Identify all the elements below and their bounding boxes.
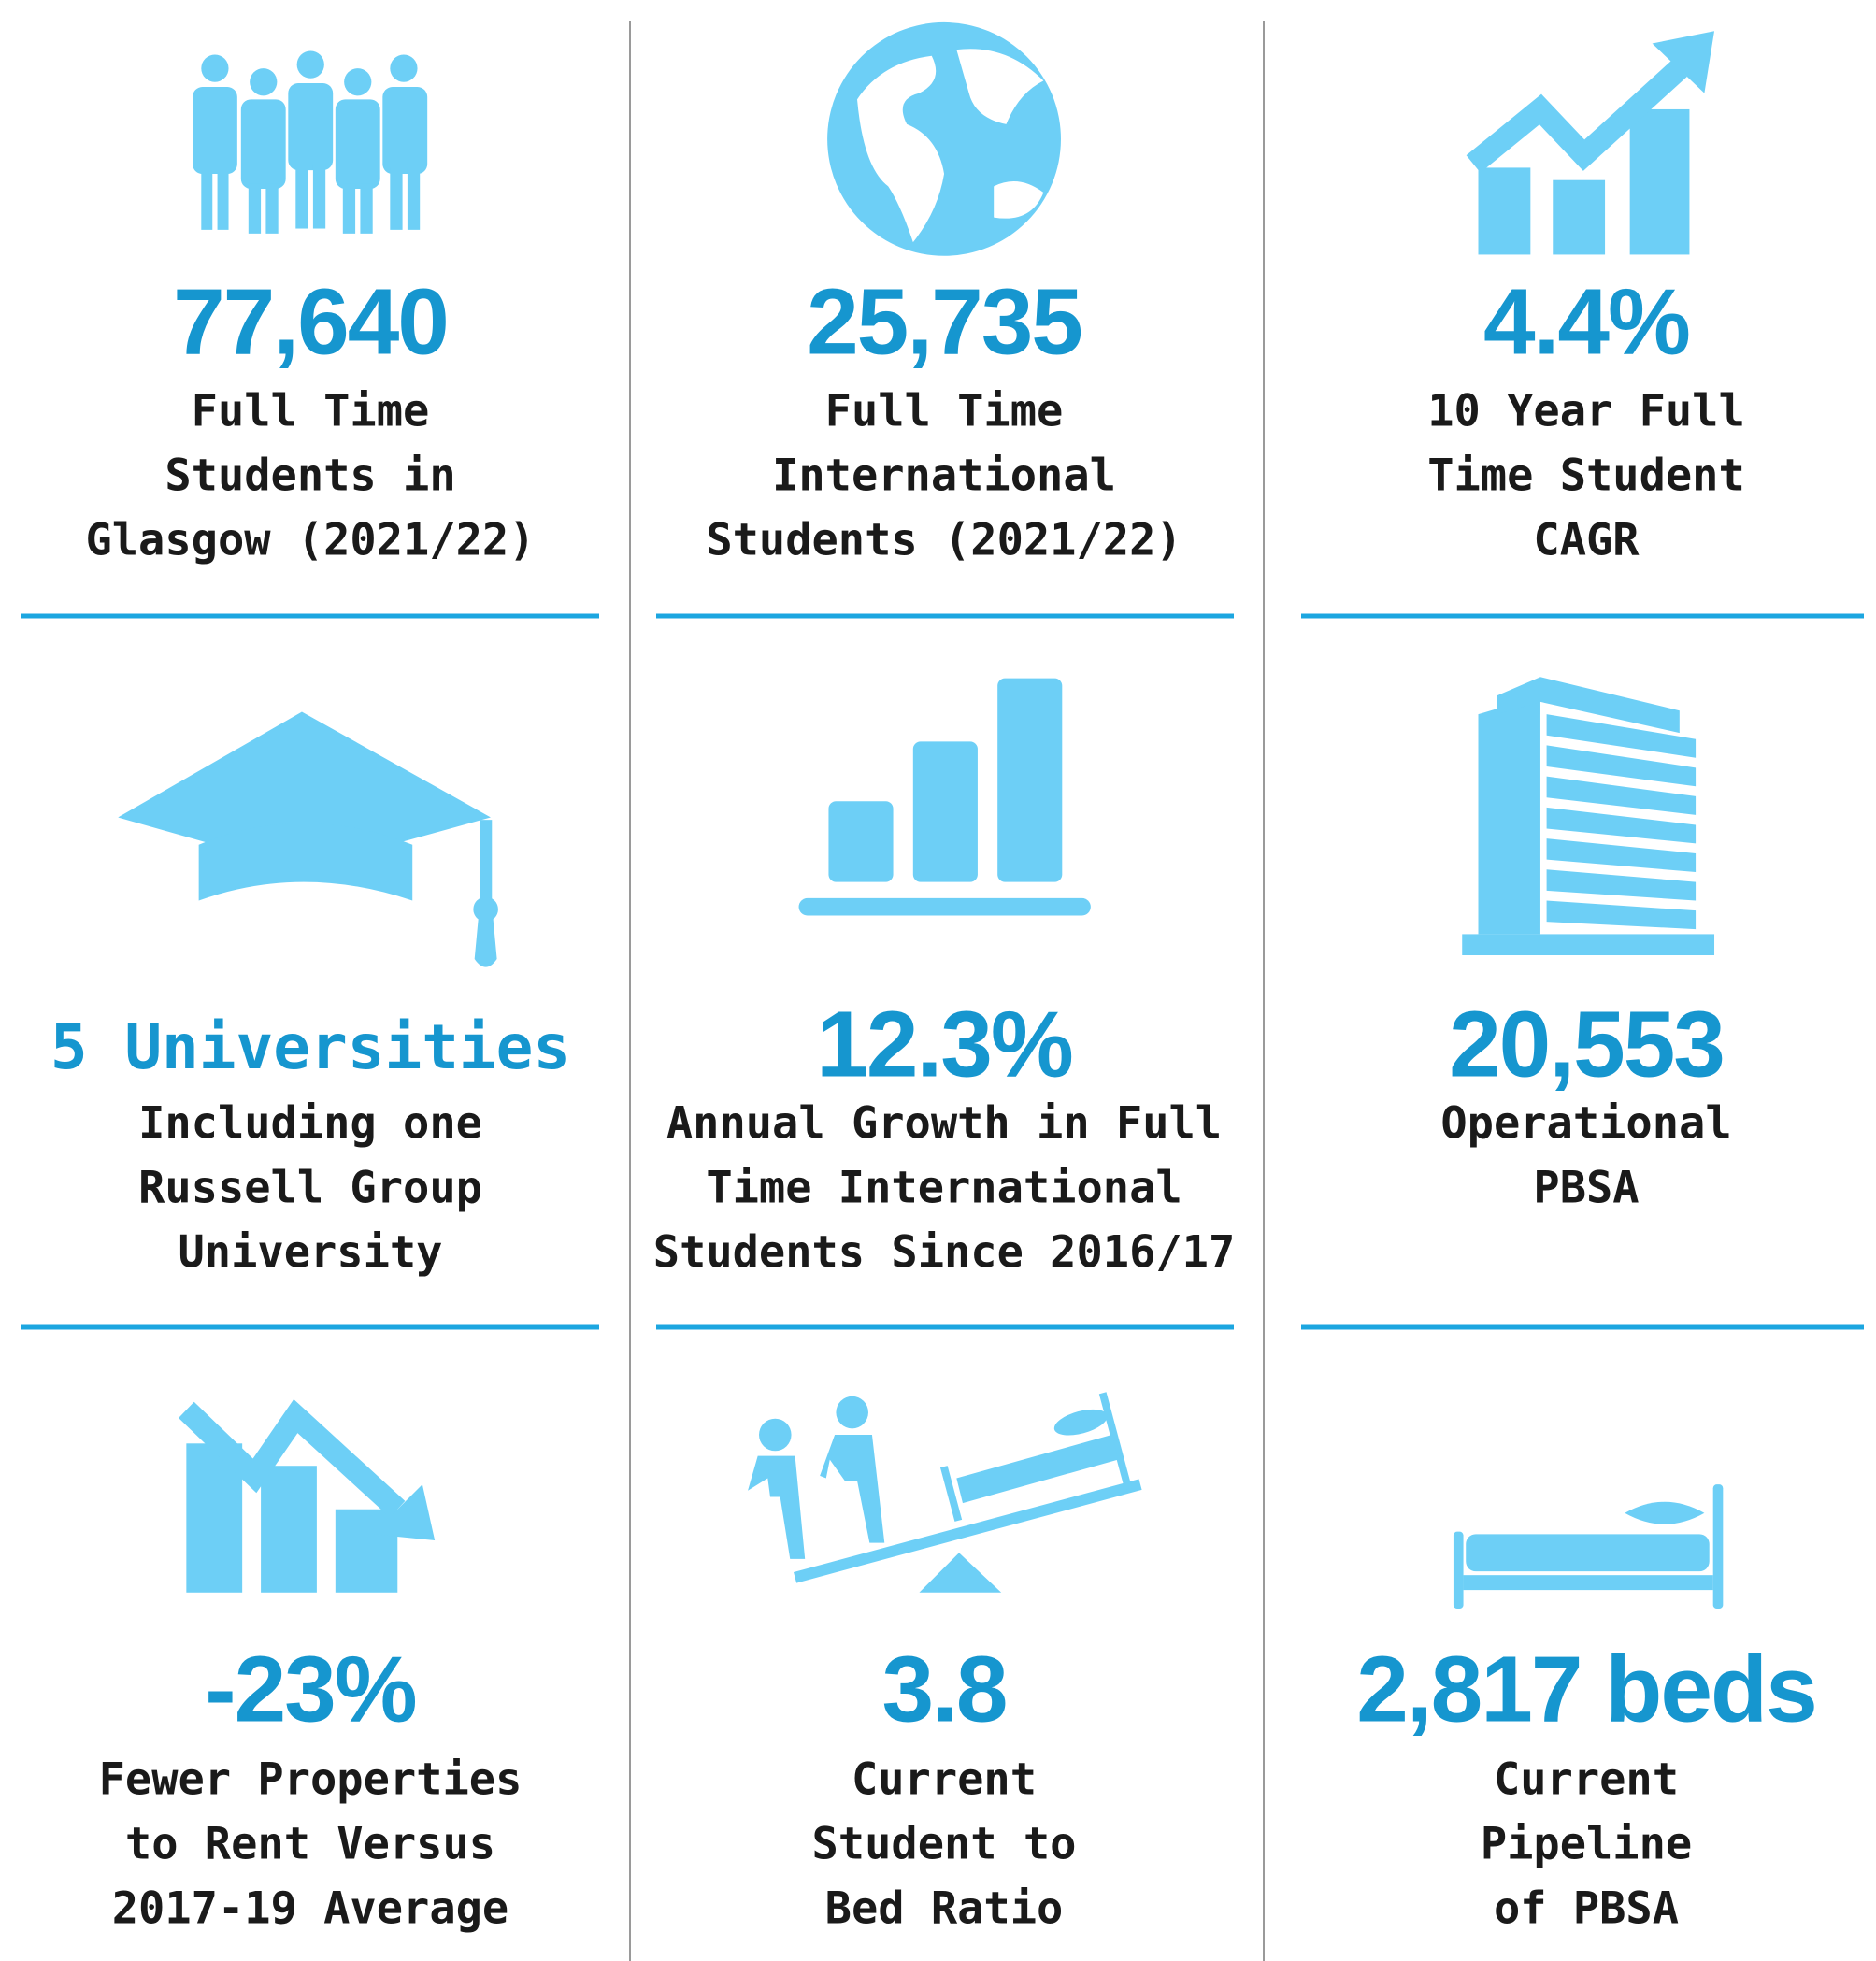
bed-icon bbox=[1453, 1484, 1724, 1610]
seesaw-icon bbox=[748, 1392, 1142, 1593]
stat-value: 12.3% bbox=[816, 992, 1072, 1096]
stat-value: 5 Universities bbox=[50, 1011, 570, 1083]
stat-description: Full Time bbox=[825, 386, 1064, 437]
decline-icon bbox=[179, 1398, 436, 1593]
stat-description: Russell Group bbox=[138, 1163, 482, 1214]
stat-value: 25,735 bbox=[807, 269, 1081, 374]
stat-value: -23% bbox=[205, 1637, 416, 1741]
stat-description: Current bbox=[852, 1754, 1037, 1806]
stat-description: Pipeline bbox=[1481, 1819, 1692, 1870]
stat-description: Bed Ratio bbox=[825, 1883, 1064, 1935]
stat-description: CAGR bbox=[1533, 515, 1640, 566]
stat-value: 2,817 beds bbox=[1356, 1637, 1815, 1741]
stat-description: to Rent Versus bbox=[125, 1819, 495, 1870]
stat-description: University bbox=[179, 1227, 443, 1279]
building-icon bbox=[1462, 677, 1715, 956]
stat-description: Current bbox=[1494, 1754, 1679, 1806]
stat-value: 20,553 bbox=[1449, 992, 1724, 1096]
stat-value: 3.8 bbox=[881, 1637, 1006, 1741]
stat-description: Time International bbox=[706, 1163, 1181, 1214]
stat-description: Glasgow (2021/22) bbox=[85, 515, 535, 566]
stat-description: Full Time bbox=[192, 386, 430, 437]
stat-description: Students (2021/22) bbox=[706, 515, 1181, 566]
stat-value: 77,640 bbox=[173, 269, 448, 374]
stat-value: 4.4% bbox=[1483, 269, 1689, 374]
bar-chart-icon bbox=[798, 678, 1091, 916]
dividers bbox=[21, 21, 1864, 1961]
cap-icon bbox=[118, 711, 498, 967]
stat-description: 2017-19 Average bbox=[112, 1883, 508, 1935]
stat-description: Including one bbox=[138, 1098, 482, 1150]
stat-description: Students Since 2016/17 bbox=[653, 1227, 1236, 1279]
stat-description: Time Student bbox=[1427, 451, 1745, 502]
stat-description: Fewer Properties bbox=[99, 1754, 523, 1806]
stat-description: Students in bbox=[165, 451, 455, 502]
icons bbox=[118, 21, 1724, 1610]
growth-icon bbox=[1466, 31, 1715, 255]
people-icon bbox=[192, 50, 428, 234]
globe-icon bbox=[827, 21, 1061, 256]
stat-description: PBSA bbox=[1533, 1163, 1639, 1214]
stat-description: Annual Growth in Full bbox=[666, 1098, 1222, 1150]
stat-description: of PBSA bbox=[1494, 1883, 1679, 1935]
stat-description: International bbox=[772, 451, 1116, 502]
stat-description: Operational bbox=[1440, 1098, 1731, 1150]
stat-description: Student to bbox=[812, 1819, 1077, 1870]
stat-description: 10 Year Full bbox=[1427, 386, 1745, 437]
